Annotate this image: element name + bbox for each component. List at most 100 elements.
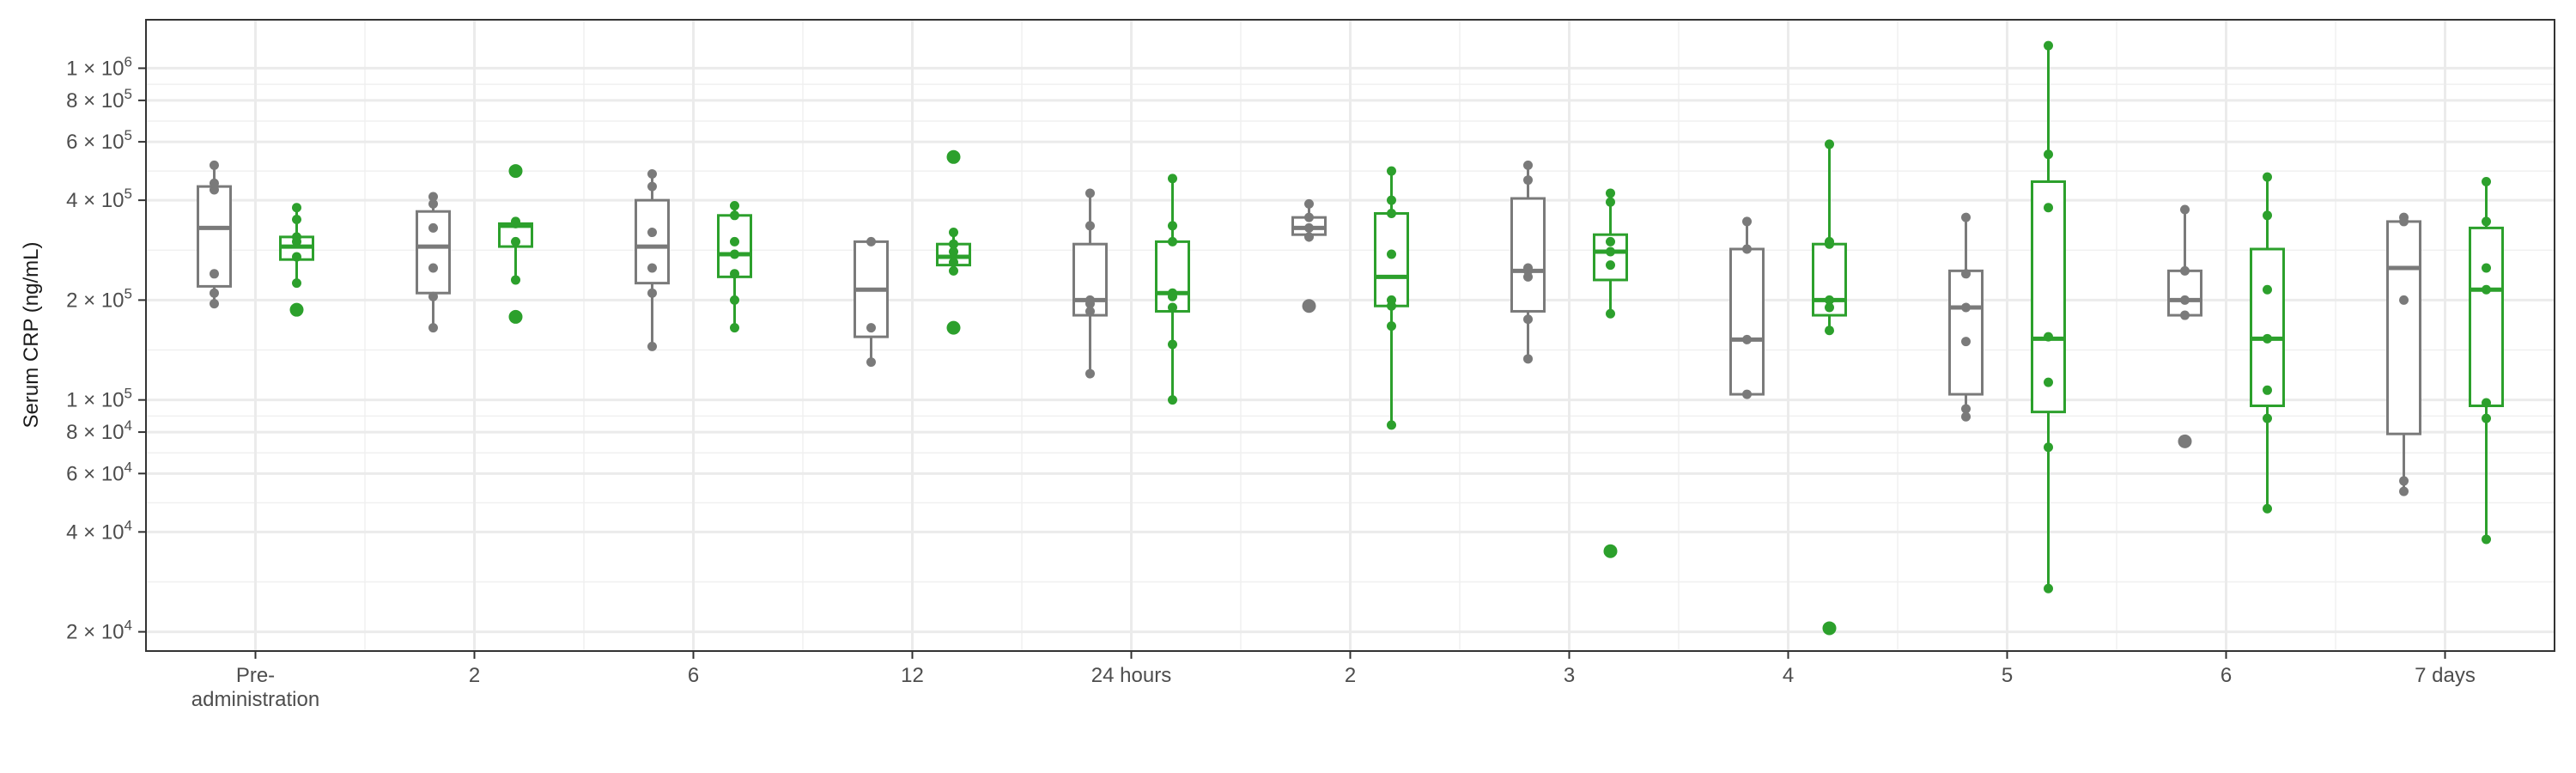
data-point	[1304, 212, 1314, 222]
data-point	[949, 257, 958, 267]
y-axis: 2 × 104 4 × 104 6 × 104 8 × 104 1 × 105 2 × 1…	[66, 53, 146, 644]
box	[1948, 269, 1984, 396]
data-point	[1168, 288, 1177, 298]
box-group	[1291, 198, 1327, 313]
data-point	[949, 265, 958, 276]
data-point	[1961, 269, 1971, 279]
data-point	[1304, 232, 1314, 242]
box	[1374, 211, 1409, 307]
data-point	[1304, 222, 1314, 233]
data-point	[730, 201, 739, 211]
data-point	[2399, 295, 2409, 305]
data-point	[647, 288, 657, 298]
box-group	[1812, 139, 1847, 636]
data-point	[949, 247, 958, 257]
box-group	[1729, 216, 1765, 399]
data-point	[1606, 247, 1615, 257]
y-tick-label: 8 × 105	[66, 86, 132, 113]
box	[1510, 197, 1546, 313]
data-point	[1304, 198, 1314, 209]
data-point	[428, 198, 438, 209]
data-point	[2263, 385, 2272, 395]
box-group	[2167, 204, 2202, 448]
data-point	[2180, 265, 2190, 276]
x-tick-label: 3	[1564, 664, 1575, 687]
box	[1729, 247, 1765, 396]
data-point	[1387, 249, 1396, 259]
y-tick-label: 1 × 106	[66, 53, 132, 80]
data-point	[1742, 334, 1752, 344]
data-point	[210, 269, 219, 279]
box	[2031, 180, 2066, 414]
box-group	[936, 149, 971, 335]
y-tick-label: 1 × 105	[66, 386, 132, 412]
y-tick-label: 8 × 104	[66, 417, 132, 444]
x-tick-label: administration	[191, 688, 319, 711]
data-point	[2180, 295, 2190, 305]
data-point	[1085, 221, 1095, 231]
data-point	[1168, 395, 1177, 405]
data-point	[949, 239, 958, 249]
data-point	[1387, 295, 1396, 305]
box-group	[1593, 188, 1628, 558]
boxplot-groups	[197, 40, 2504, 636]
data-point	[1387, 420, 1396, 430]
data-point	[292, 203, 301, 213]
box-group	[717, 201, 752, 333]
box-group	[416, 192, 451, 333]
data-point	[428, 222, 438, 233]
box	[2386, 220, 2421, 435]
data-point	[428, 323, 438, 333]
data-point	[647, 181, 657, 192]
data-point	[1085, 188, 1095, 198]
data-point	[292, 215, 301, 225]
box-group	[635, 169, 670, 351]
data-point	[2263, 284, 2272, 295]
box	[2250, 247, 2285, 407]
data-point	[2044, 203, 2053, 213]
data-point	[2180, 204, 2190, 215]
data-point	[1961, 337, 1971, 347]
data-point	[1825, 139, 1834, 149]
data-point	[2044, 442, 2053, 453]
box-group	[2250, 172, 2285, 514]
data-point	[210, 299, 219, 309]
data-point	[1085, 306, 1095, 316]
x-tick-label: 12	[901, 664, 924, 687]
box-group	[2469, 177, 2504, 545]
x-tick-label: 24 hours	[1091, 664, 1171, 687]
data-point	[2482, 284, 2491, 295]
outlier-point	[289, 302, 304, 317]
data-point	[2044, 583, 2053, 593]
data-point	[647, 341, 657, 351]
data-point	[1523, 314, 1533, 325]
x-tick-label: 6	[2221, 664, 2232, 687]
data-point	[730, 295, 739, 305]
box	[197, 185, 232, 288]
data-point	[647, 228, 657, 238]
data-point	[428, 192, 438, 202]
data-point	[1606, 197, 1615, 207]
x-tick-label: 2	[1345, 664, 1356, 687]
x-tick-label: 5	[2002, 664, 2013, 687]
data-point	[210, 288, 219, 298]
outlier-point	[946, 149, 961, 164]
data-point	[730, 249, 739, 259]
outlier-point	[2178, 434, 2192, 448]
data-point	[2482, 216, 2491, 227]
data-point	[1523, 175, 1533, 186]
data-point	[292, 232, 301, 242]
data-point	[210, 160, 219, 170]
box-group	[2386, 212, 2421, 496]
data-point	[2399, 476, 2409, 486]
data-point	[1523, 263, 1533, 273]
data-point	[2263, 503, 2272, 514]
data-point	[647, 263, 657, 273]
data-point	[2482, 534, 2491, 545]
data-point	[428, 291, 438, 301]
data-point	[1387, 195, 1396, 205]
data-point	[1387, 208, 1396, 218]
data-point	[1606, 236, 1615, 247]
data-point	[1961, 302, 1971, 313]
data-point	[2044, 40, 2053, 51]
